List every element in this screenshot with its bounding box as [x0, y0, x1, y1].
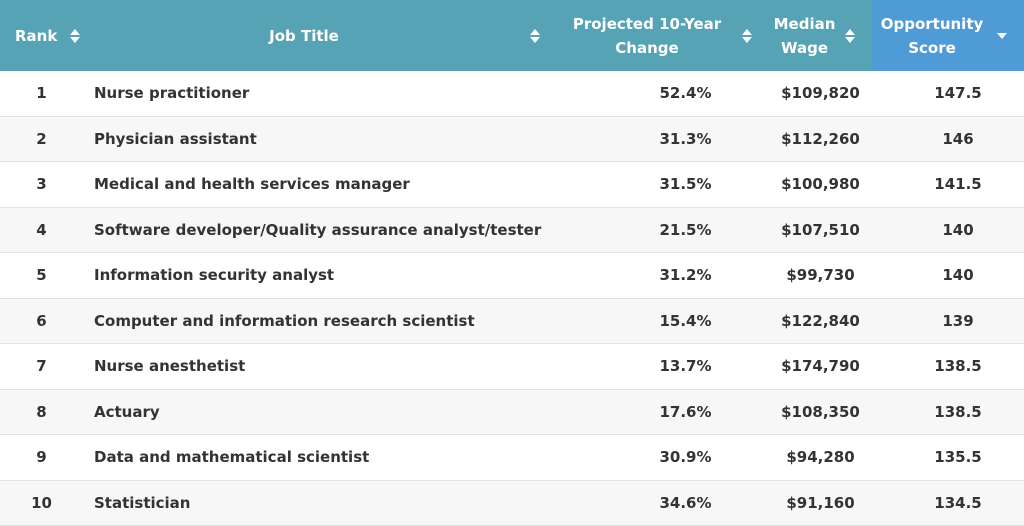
cell-rank: 1: [36, 84, 47, 103]
cell-projected-change: 30.9%: [659, 448, 712, 467]
table-row: 7 Nurse anesthetist 13.7% $174,790 138.5: [0, 344, 1024, 390]
cell-rank: 2: [36, 129, 47, 148]
cell-rank: 5: [36, 266, 47, 285]
cell-opportunity-score: 135.5: [934, 448, 982, 467]
header-projected-change[interactable]: Projected 10-Year Change: [557, 0, 769, 71]
cell-job-title: Medical and health services manager: [94, 175, 410, 194]
cell-opportunity-score: 134.5: [934, 493, 982, 512]
cell-median-wage: $122,840: [781, 311, 860, 330]
header-job-title-label: Job Title: [269, 26, 339, 45]
cell-opportunity-score: 140: [942, 220, 974, 239]
cell-rank: 3: [36, 175, 47, 194]
cell-opportunity-score: 139: [942, 311, 974, 330]
table-header: Rank Job Title Projected 10-Year Change: [0, 0, 1024, 71]
cell-projected-change: 17.6%: [659, 402, 712, 421]
header-median-wage-label: Median Wage: [773, 14, 836, 57]
cell-rank: 7: [36, 357, 47, 376]
sort-both-icon[interactable]: [840, 24, 860, 48]
cell-opportunity-score: 138.5: [934, 402, 982, 421]
cell-rank: 9: [36, 448, 47, 467]
sort-both-icon[interactable]: [525, 24, 545, 48]
cell-rank: 8: [36, 402, 47, 421]
cell-projected-change: 13.7%: [659, 357, 712, 376]
cell-rank: 10: [31, 493, 52, 512]
table-row: 6 Computer and information research scie…: [0, 298, 1024, 344]
cell-opportunity-score: 140: [942, 266, 974, 285]
cell-projected-change: 21.5%: [659, 220, 712, 239]
cell-median-wage: $94,280: [786, 448, 855, 467]
cell-rank: 4: [36, 220, 47, 239]
header-job-title[interactable]: Job Title: [83, 0, 557, 71]
cell-job-title: Information security analyst: [94, 266, 335, 285]
cell-job-title: Physician assistant: [94, 129, 257, 148]
header-rank-label: Rank: [15, 26, 58, 45]
cell-job-title: Data and mathematical scientist: [94, 448, 370, 467]
cell-opportunity-score: 138.5: [934, 357, 982, 376]
cell-median-wage: $109,820: [781, 84, 860, 103]
cell-projected-change: 34.6%: [659, 493, 712, 512]
sort-both-icon[interactable]: [737, 24, 757, 48]
cell-job-title: Software developer/Quality assurance ana…: [94, 220, 542, 239]
cell-projected-change: 31.5%: [659, 175, 712, 194]
cell-opportunity-score: 141.5: [934, 175, 982, 194]
table-row: 8 Actuary 17.6% $108,350 138.5: [0, 389, 1024, 435]
header-projected-change-label: Projected 10-Year Change: [572, 14, 722, 57]
cell-job-title: Nurse anesthetist: [94, 357, 246, 376]
cell-job-title: Nurse practitioner: [94, 84, 250, 103]
table-row: 10 Statistician 34.6% $91,160 134.5: [0, 480, 1024, 526]
table-row: 2 Physician assistant 31.3% $112,260 146: [0, 116, 1024, 162]
table-row: 9 Data and mathematical scientist 30.9% …: [0, 435, 1024, 481]
cell-rank: 6: [36, 311, 47, 330]
cell-projected-change: 15.4%: [659, 311, 712, 330]
cell-median-wage: $108,350: [781, 402, 860, 421]
table-body: 1 Nurse practitioner 52.4% $109,820 147.…: [0, 71, 1024, 526]
sort-desc-icon[interactable]: [992, 24, 1012, 48]
cell-projected-change: 31.2%: [659, 266, 712, 285]
header-rank[interactable]: Rank: [0, 0, 83, 71]
table-row: 1 Nurse practitioner 52.4% $109,820 147.…: [0, 71, 1024, 117]
cell-median-wage: $174,790: [781, 357, 860, 376]
cell-median-wage: $100,980: [781, 175, 860, 194]
table-row: 5 Information security analyst 31.2% $99…: [0, 253, 1024, 299]
cell-opportunity-score: 147.5: [934, 84, 982, 103]
cell-projected-change: 52.4%: [659, 84, 712, 103]
header-median-wage[interactable]: Median Wage: [769, 0, 872, 71]
cell-median-wage: $107,510: [781, 220, 860, 239]
table-row: 4 Software developer/Quality assurance a…: [0, 207, 1024, 253]
cell-median-wage: $99,730: [786, 266, 855, 285]
cell-job-title: Actuary: [94, 402, 160, 421]
cell-opportunity-score: 146: [942, 129, 974, 148]
cell-median-wage: $112,260: [781, 129, 860, 148]
table-row: 3 Medical and health services manager 31…: [0, 162, 1024, 208]
cell-projected-change: 31.3%: [659, 129, 712, 148]
header-opportunity-score-label: Opportunity Score: [880, 14, 984, 57]
cell-job-title: Statistician: [94, 493, 191, 512]
cell-job-title: Computer and information research scient…: [94, 311, 475, 330]
cell-median-wage: $91,160: [786, 493, 855, 512]
header-opportunity-score[interactable]: Opportunity Score: [872, 0, 1024, 71]
sort-both-icon[interactable]: [67, 24, 83, 48]
